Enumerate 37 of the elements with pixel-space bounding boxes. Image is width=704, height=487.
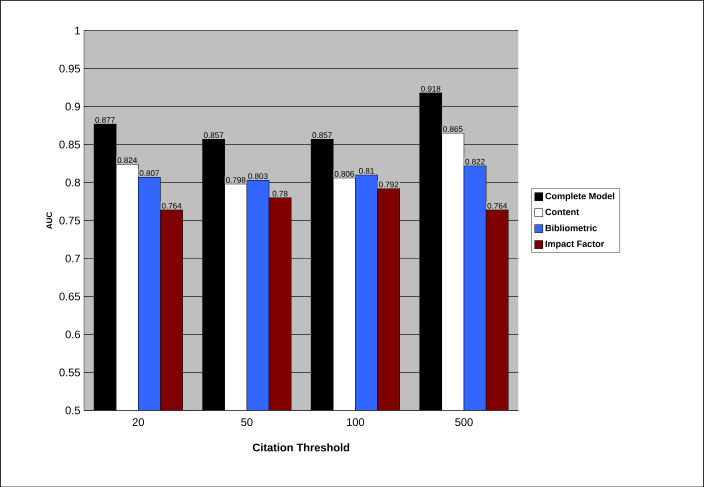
y-axis-title: AUC [46, 212, 52, 229]
y-tick-label: 1 [75, 26, 80, 34]
y-tick-label: 0.9 [66, 102, 80, 110]
x-axis-title: Citation Threshold [252, 443, 350, 452]
y-tick-label: 0.75 [59, 216, 80, 224]
y-tick-label: 0.55 [59, 368, 80, 376]
x-tick-label: 100 [347, 418, 364, 426]
y-tick-label: 0.7 [66, 254, 80, 262]
data-label: 0.857 [312, 132, 332, 138]
data-label: 0.78 [272, 190, 288, 196]
data-label: 0.764 [487, 202, 508, 208]
data-label: 0.857 [204, 132, 224, 138]
data-label: 0.806 [334, 170, 354, 177]
data-label: 0.798 [226, 176, 246, 183]
legend-label: Impact Factor [546, 240, 604, 249]
x-tick-label: 50 [241, 418, 253, 426]
data-label: 0.792 [378, 181, 398, 188]
data-label: 0.877 [95, 116, 115, 123]
y-tick-label: 0.6 [66, 330, 80, 338]
data-label: 0.918 [420, 86, 440, 92]
legend-label: Bibliometric [546, 224, 597, 232]
y-tick-label: 0.85 [59, 140, 80, 148]
data-label: 0.803 [248, 173, 268, 179]
y-tick-label: 0.8 [66, 178, 80, 186]
x-tick-label: 20 [132, 418, 144, 426]
y-tick-label: 0.65 [59, 292, 80, 300]
x-tick-label: 500 [455, 418, 473, 426]
data-label: 0.807 [140, 170, 160, 176]
y-tick-label: 0.95 [59, 64, 80, 72]
legend-label: Content [545, 208, 580, 215]
y-tick-label: 0.5 [66, 406, 80, 414]
legend-label: Complete Model [545, 192, 614, 201]
data-label: 0.824 [117, 157, 138, 163]
data-label: 0.865 [443, 126, 463, 132]
data-label: 0.81 [358, 168, 374, 174]
data-label: 0.764 [162, 202, 182, 208]
data-label: 0.822 [465, 158, 485, 164]
